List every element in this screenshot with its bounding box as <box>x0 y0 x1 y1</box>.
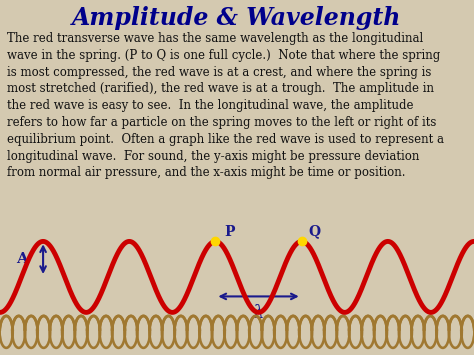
Text: Q: Q <box>308 225 320 239</box>
Text: Amplitude & Wavelength: Amplitude & Wavelength <box>73 6 401 29</box>
Text: P: P <box>224 225 235 239</box>
Text: λ: λ <box>253 304 264 322</box>
Text: The red transverse wave has the same wavelength as the longitudinal
wave in the : The red transverse wave has the same wav… <box>7 32 444 179</box>
Text: A: A <box>16 252 28 266</box>
